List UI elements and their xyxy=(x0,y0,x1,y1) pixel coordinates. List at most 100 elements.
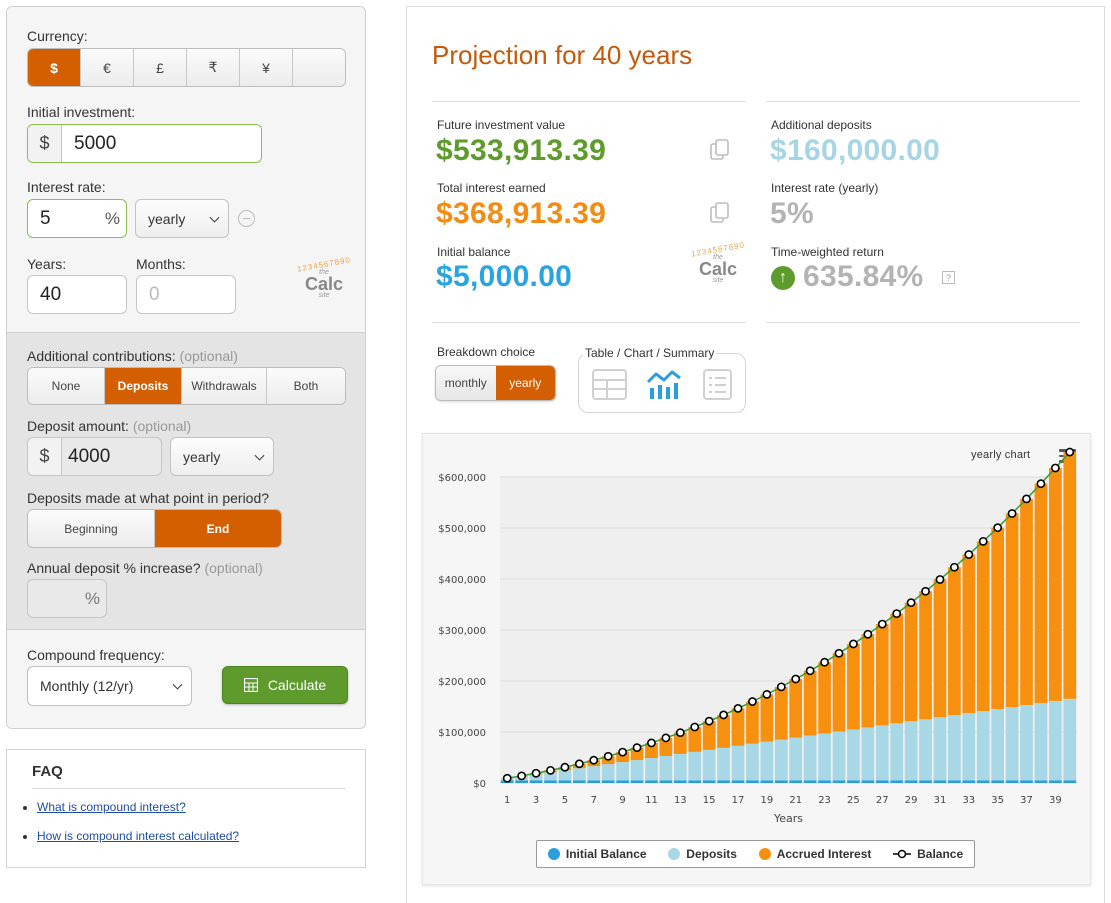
currency-option-1[interactable]: € xyxy=(81,49,134,86)
contrib-option-0[interactable]: None xyxy=(28,368,105,404)
months-placeholder: 0 xyxy=(149,283,160,305)
balance-point xyxy=(762,689,772,699)
years-field[interactable]: 40 xyxy=(27,275,127,314)
legend-swatch xyxy=(547,848,560,860)
x-tick-label: 37 xyxy=(1020,795,1033,806)
copy-icon[interactable] xyxy=(710,202,730,224)
bar-initial-balance xyxy=(688,780,702,783)
balance-point xyxy=(748,697,757,706)
bar-accrued-interest xyxy=(645,742,658,759)
x-tick-label: 19 xyxy=(760,795,773,806)
currency-option-3[interactable]: ₹ xyxy=(187,49,240,86)
compound-frequency-value: Monthly (12/yr) xyxy=(40,678,134,694)
breakdown-yearly[interactable]: yearly xyxy=(495,366,555,400)
bar-initial-balance xyxy=(919,780,932,783)
chart-view-icon[interactable] xyxy=(646,368,682,400)
balance-point xyxy=(546,765,555,775)
contrib-option-3[interactable]: Both xyxy=(267,368,345,404)
balance-point xyxy=(849,639,858,649)
bar-initial-balance xyxy=(673,780,687,783)
currency-option-4[interactable]: ¥ xyxy=(240,49,293,86)
bar-deposits xyxy=(962,713,976,781)
bar-initial-balance xyxy=(702,780,716,783)
help-icon[interactable]: ? xyxy=(942,271,955,284)
calculator-icon xyxy=(243,678,258,692)
initial-investment-field[interactable]: $ 5000 xyxy=(27,124,262,163)
summary-view-icon[interactable] xyxy=(703,369,732,400)
bar-accrued-interest xyxy=(847,643,860,730)
interest-rate-field[interactable]: 5 % xyxy=(27,199,127,238)
interest-period-select[interactable]: yearly xyxy=(135,199,229,238)
calc-site-logo: 1234567890 the Calc site xyxy=(690,240,746,284)
point-option-1[interactable]: End xyxy=(155,510,281,547)
balance-point xyxy=(1036,479,1046,489)
bar-deposits xyxy=(875,725,889,781)
initial-investment-label: Initial investment: xyxy=(27,104,136,120)
list-item: What is compound interest? xyxy=(37,800,239,814)
bar-initial-balance xyxy=(818,780,831,783)
additional-deposits-value: $160,000.00 xyxy=(770,134,941,167)
balance-point xyxy=(1050,463,1060,473)
legend-item[interactable]: Accrued Interest xyxy=(758,847,871,861)
bar-deposits xyxy=(832,731,846,781)
bar-accrued-interest xyxy=(1005,513,1019,708)
contrib-option-1[interactable]: Deposits xyxy=(105,368,182,404)
contributions-label: Additional contributions: (optional) xyxy=(27,348,238,364)
chevron-down-icon xyxy=(209,212,220,223)
balance-point xyxy=(574,759,584,769)
table-view-icon[interactable] xyxy=(592,369,627,400)
bar-deposits xyxy=(558,770,572,781)
growth-chart: $0 $100,000 $200,000 $300,000 $400,000 $500,0… xyxy=(438,447,1077,825)
x-tick-label: 3 xyxy=(533,795,539,806)
bar-deposits xyxy=(774,739,788,781)
faq-link-what-is[interactable]: What is compound interest? xyxy=(37,800,186,814)
years-value: 40 xyxy=(40,283,62,305)
faq-link-how-calculated[interactable]: How is compound interest calculated? xyxy=(37,829,240,843)
bar-deposits xyxy=(760,741,774,781)
remove-rate-icon[interactable] xyxy=(238,210,255,227)
bar-accrued-interest xyxy=(890,613,904,724)
contrib-option-2[interactable]: Withdrawals xyxy=(182,368,267,404)
deposit-increase-field[interactable]: % xyxy=(27,579,107,618)
legend-item[interactable]: Balance xyxy=(893,847,963,861)
bar-accrued-interest xyxy=(616,752,629,763)
currency-option-2[interactable]: £ xyxy=(134,49,187,86)
balance-point xyxy=(877,619,887,629)
legend-item[interactable]: Deposits xyxy=(668,847,737,861)
balance-point xyxy=(618,747,628,757)
y-tick-label: $0 xyxy=(473,779,486,790)
bar-accrued-interest xyxy=(976,541,990,712)
currency-option-5[interactable] xyxy=(293,49,345,86)
balance-point xyxy=(892,609,902,618)
interest-rate-value: 5 xyxy=(40,207,51,229)
deposit-amount-field[interactable]: $ 4000 xyxy=(27,437,162,476)
compound-frequency-select[interactable]: Monthly (12/yr) xyxy=(27,666,192,706)
bar-initial-balance xyxy=(1049,780,1062,783)
additional-deposits-label: Additional deposits xyxy=(771,118,872,132)
balance-point xyxy=(603,751,613,761)
calculate-button[interactable]: Calculate xyxy=(222,666,348,704)
point-option-0[interactable]: Beginning xyxy=(28,510,155,547)
interest-rate-label: Interest rate: xyxy=(27,179,106,195)
legend-item[interactable]: Initial Balance xyxy=(547,847,647,861)
bar-accrued-interest xyxy=(630,747,644,761)
balance-point xyxy=(690,722,700,732)
bar-initial-balance xyxy=(717,780,730,783)
deposit-amount-label: Deposit amount: (optional) xyxy=(27,418,192,434)
bar-initial-balance xyxy=(587,780,601,783)
breakdown-monthly[interactable]: monthly xyxy=(436,366,496,400)
currency-option-0[interactable]: $ xyxy=(28,49,81,86)
months-field[interactable]: 0 xyxy=(136,275,236,314)
percent-suffix: % xyxy=(104,208,120,228)
time-weighted-return-label: Time-weighted return xyxy=(771,245,884,259)
bar-deposits xyxy=(847,729,860,781)
bar-deposits xyxy=(861,727,875,781)
balance-point xyxy=(935,575,945,584)
bar-accrued-interest xyxy=(1034,483,1048,703)
bar-deposits xyxy=(659,755,673,781)
balance-point xyxy=(1065,447,1075,457)
copy-icon[interactable] xyxy=(710,139,730,161)
bar-deposits xyxy=(1005,707,1019,781)
deposit-period-select[interactable]: yearly xyxy=(170,437,274,476)
balance-point xyxy=(791,674,801,684)
